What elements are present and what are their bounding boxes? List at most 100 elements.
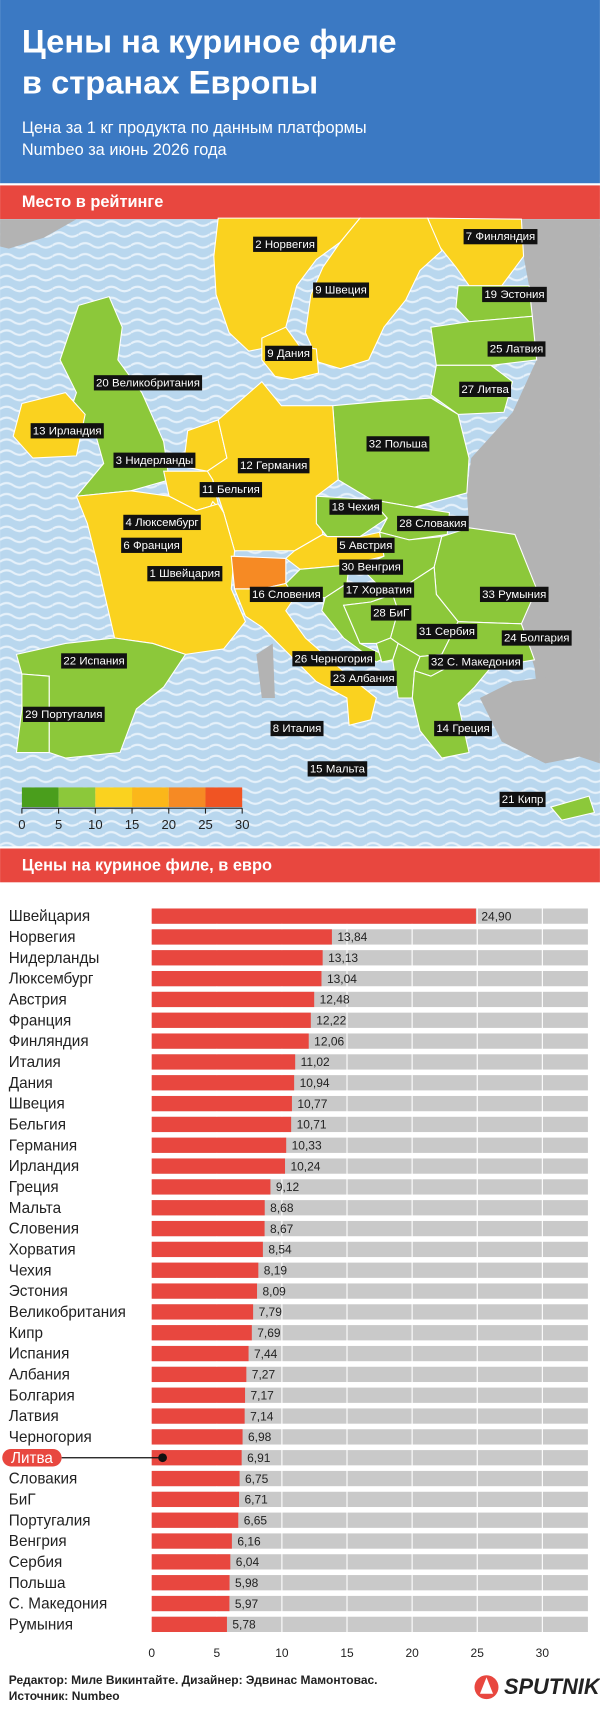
logo: SPUTNIK bbox=[474, 1674, 600, 1700]
country-label: 24 Болгария bbox=[501, 630, 572, 646]
category-label: Люксембург bbox=[9, 971, 94, 988]
label-text: 30 Венгрия bbox=[341, 562, 400, 574]
legend-tick-label: 20 bbox=[161, 817, 176, 832]
category-label: Хорватия bbox=[9, 1242, 76, 1259]
bar bbox=[151, 1575, 230, 1591]
label-bg bbox=[147, 566, 223, 582]
country-label: 31 Сербия bbox=[416, 623, 478, 640]
rank: 31 bbox=[419, 626, 432, 638]
category-label: Румыния bbox=[9, 1616, 73, 1633]
legend-swatch bbox=[58, 787, 96, 808]
label-bg bbox=[93, 375, 203, 391]
logo-icon bbox=[479, 1677, 494, 1694]
label-text: 21 Кипр bbox=[502, 794, 544, 806]
rank: 12 bbox=[240, 460, 253, 472]
value-label: 6,98 bbox=[248, 1430, 272, 1444]
bar-track bbox=[151, 1408, 588, 1424]
subtitle: Цена за 1 кг продукта по данным платформ… bbox=[22, 119, 367, 137]
subtitle: Numbeo за июнь 2026 года bbox=[22, 141, 228, 159]
label-text: 28 Словакия bbox=[399, 518, 466, 530]
country-name: Болгария bbox=[520, 633, 570, 645]
bar-track bbox=[151, 1262, 588, 1278]
value-label: 24,90 bbox=[481, 909, 511, 923]
bar bbox=[151, 1387, 246, 1403]
legend-tick-label: 0 bbox=[18, 817, 25, 832]
category-label: БиГ bbox=[9, 1492, 36, 1509]
country-name: Бельгия bbox=[217, 484, 260, 496]
bar bbox=[151, 1158, 286, 1174]
bar bbox=[151, 1470, 240, 1487]
label-bg bbox=[270, 720, 324, 737]
category-label: Норвегия bbox=[9, 929, 76, 946]
label-text: 18 Чехия bbox=[332, 502, 380, 514]
country-label: 7 Финляндия bbox=[463, 229, 538, 245]
x-tick-label: 10 bbox=[275, 1646, 289, 1660]
category-label: Кипр bbox=[9, 1325, 43, 1342]
rank: 17 bbox=[346, 585, 359, 597]
country-name: Великобритания bbox=[112, 377, 200, 389]
label-bg bbox=[370, 605, 412, 621]
title: Цены на куриное филе bbox=[22, 22, 397, 59]
legend-tick-label: 15 bbox=[125, 817, 140, 832]
value-label: 10,33 bbox=[292, 1139, 322, 1153]
label-text: 15 Мальта bbox=[310, 763, 366, 775]
country-label: 9 Дания bbox=[265, 345, 313, 361]
category-label: Бельгия bbox=[9, 1117, 66, 1134]
highlight-pill bbox=[2, 1448, 62, 1467]
country-name: Литва bbox=[477, 384, 509, 396]
country-label: 4 Люксембург bbox=[123, 514, 201, 531]
rank: 15 bbox=[310, 763, 323, 775]
country-name: Словакия bbox=[415, 518, 466, 530]
bar-chart: 0 5 10 15 20 25 30 Швейцария 24,90 Норвегия 13,84 Н… bbox=[2, 903, 588, 1660]
section-title: Цены на куриное филе, в евро bbox=[22, 856, 272, 874]
label-bg bbox=[313, 282, 370, 298]
country-label: 25 Латвия bbox=[487, 341, 546, 357]
category-label: Черногория bbox=[9, 1429, 92, 1446]
country-name: Швейцария bbox=[159, 568, 220, 580]
rank: 32 bbox=[369, 438, 382, 450]
rank: 4 bbox=[126, 517, 133, 529]
label-text: 25 Латвия bbox=[490, 344, 544, 356]
category-label: Польша bbox=[9, 1575, 66, 1592]
country-name: Албания bbox=[349, 673, 395, 685]
country-label: 27 Литва bbox=[459, 381, 512, 397]
legend-swatch bbox=[95, 787, 133, 808]
bar bbox=[151, 1450, 242, 1466]
rank: 33 bbox=[482, 589, 495, 601]
label-text: 20 Великобритания bbox=[96, 377, 200, 389]
rank: 29 bbox=[25, 709, 38, 721]
label-bg bbox=[61, 653, 127, 669]
category-label: Нидерланды bbox=[9, 950, 100, 967]
land bbox=[0, 219, 77, 249]
country-name: Венгрия bbox=[357, 562, 400, 574]
country-label: 11 Бельгия bbox=[199, 482, 263, 498]
rank: 8 bbox=[273, 723, 279, 735]
category-label: Албания bbox=[9, 1367, 70, 1384]
bar-track bbox=[151, 1512, 588, 1528]
land bbox=[466, 219, 600, 764]
value-label: 6,16 bbox=[237, 1534, 261, 1548]
country-name: Чехия bbox=[348, 502, 380, 514]
country-label: 8 Италия bbox=[270, 720, 324, 737]
bar bbox=[151, 1533, 232, 1549]
rank: 13 bbox=[33, 425, 46, 437]
value-label: 11,02 bbox=[301, 1055, 330, 1069]
country-name: Черногория bbox=[311, 653, 373, 665]
label-text: 1 Швейцария bbox=[149, 568, 220, 580]
bar bbox=[151, 1554, 231, 1570]
country-name: Кипр bbox=[518, 794, 544, 806]
category-label: Ирландия bbox=[9, 1158, 79, 1175]
bar-track bbox=[151, 1283, 588, 1299]
rank: 24 bbox=[504, 633, 517, 645]
bar bbox=[151, 1366, 247, 1383]
logo-text: SPUTNIK bbox=[504, 1674, 600, 1699]
category-label: Венгрия bbox=[9, 1533, 67, 1550]
label-text: 7 Финляндия bbox=[466, 231, 535, 243]
bar bbox=[151, 1616, 227, 1633]
bar bbox=[151, 1033, 309, 1049]
value-label: 8,67 bbox=[270, 1222, 294, 1236]
rank: 9 bbox=[315, 285, 321, 297]
rank: 2 bbox=[255, 239, 261, 251]
country-label: 33 Румыния bbox=[479, 586, 549, 603]
value-label: 7,79 bbox=[259, 1305, 283, 1319]
